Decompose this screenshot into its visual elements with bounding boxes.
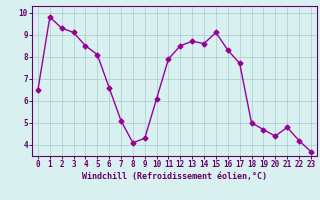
X-axis label: Windchill (Refroidissement éolien,°C): Windchill (Refroidissement éolien,°C) [82,172,267,181]
